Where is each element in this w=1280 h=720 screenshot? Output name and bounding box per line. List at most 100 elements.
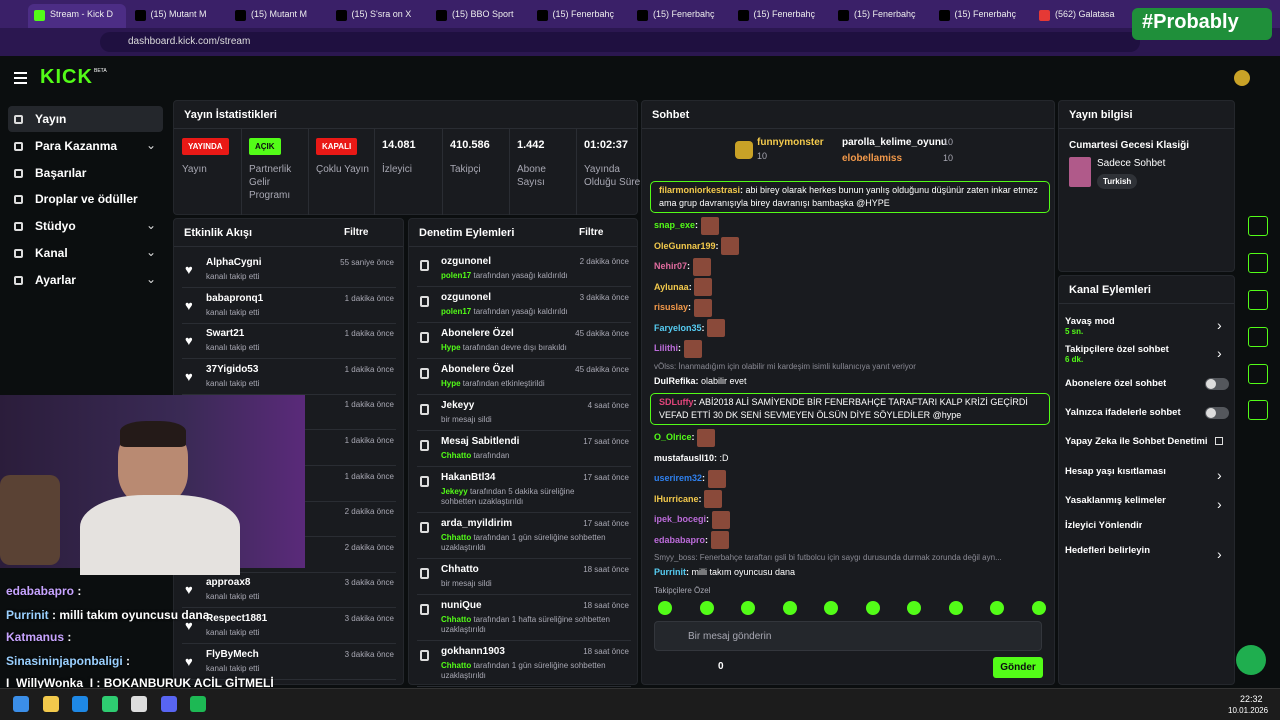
taskbar-app[interactable]: [42, 696, 59, 712]
browser-tab[interactable]: (562) Galatasa: [1033, 4, 1131, 28]
taskbar-app[interactable]: [13, 696, 29, 712]
browser-tab[interactable]: (15) Fenerbahç: [832, 4, 930, 28]
leader-name: funnymonster: [757, 137, 824, 148]
moderation-detail: Hype tarafından etkinleştirildi: [441, 379, 611, 389]
emote-button[interactable]: [699, 601, 714, 615]
channel-action[interactable]: Hesap yaşı kısıtlaması ›: [1065, 466, 1230, 490]
channel-action[interactable]: Takipçilere özel sohbet 6 dk. ›: [1065, 344, 1230, 368]
browser-tab[interactable]: (15) Fenerbahç: [732, 4, 830, 28]
browser-tab[interactable]: (15) BBO Sport: [430, 4, 528, 28]
rail-button[interactable]: [1248, 400, 1268, 421]
browser-tab[interactable]: (15) Fenerbahç: [531, 4, 629, 28]
action-label: Abonelere özel sohbet: [1065, 378, 1167, 389]
filter-button[interactable]: Filtre: [579, 227, 604, 238]
rail-button[interactable]: [1248, 437, 1268, 457]
nav-label: Ayarlar: [35, 272, 76, 287]
rail-button[interactable]: [1248, 363, 1268, 384]
channel-action[interactable]: Yasaklanmış kelimeler ›: [1065, 495, 1230, 519]
nav-item[interactable]: Stüdyo ⌄: [8, 213, 163, 239]
nav-item[interactable]: Kanal ⌄: [8, 240, 163, 266]
moderator: Chhatto: [441, 533, 472, 542]
taskbar-app[interactable]: [72, 696, 88, 712]
activity-action: kanalı takip etti: [206, 592, 260, 602]
emote-button[interactable]: [865, 601, 880, 615]
filter-button[interactable]: Filtre: [344, 227, 369, 238]
toggle[interactable]: [1205, 407, 1229, 419]
emote-button[interactable]: [948, 601, 963, 615]
emote-button[interactable]: [658, 601, 672, 615]
taskbar-app[interactable]: [160, 696, 177, 712]
moderation-row: Mesaj Sabitlendi 17 saat önce Chhatto tara…: [417, 431, 631, 467]
channel-action[interactable]: İzleyici Yönlendir: [1065, 520, 1230, 544]
menu-button[interactable]: [14, 72, 28, 84]
support-button[interactable]: [1236, 645, 1266, 675]
stat-label: Yayın: [182, 164, 207, 175]
moderation-text: tarafından devre dışı bırakıldı: [462, 343, 567, 352]
activity-action: kanalı takip etti: [206, 307, 260, 317]
colon: :: [702, 473, 708, 483]
channel-action[interactable]: Abonelere özel sohbet: [1065, 378, 1230, 402]
browser-tab[interactable]: Stream - Kick D: [28, 4, 126, 28]
toggle[interactable]: [1205, 378, 1229, 390]
moderator: polen17: [441, 307, 472, 316]
channel-action[interactable]: Yalnızca ifadelerle sohbet: [1065, 407, 1230, 431]
browser-tab[interactable]: (15) Fenerbahç: [631, 4, 729, 28]
channel-action[interactable]: Hedefleri belirleyin ›: [1065, 545, 1230, 569]
rail-button[interactable]: [1248, 106, 1268, 126]
send-button[interactable]: Gönder: [993, 657, 1043, 678]
moderation-row: ozgunonel 3 dakika önce polen17 tarafından…: [417, 287, 631, 323]
chat-input[interactable]: [654, 621, 1042, 651]
overlay-user: I_WillyWonka_I: [6, 676, 94, 690]
rail-button[interactable]: [1248, 180, 1268, 200]
leader-count: 10: [943, 153, 954, 163]
tab-icon: [436, 10, 447, 21]
colon: :: [678, 343, 684, 353]
taskbar-app[interactable]: [101, 696, 118, 712]
toggle-knob: [1206, 408, 1216, 418]
rail-button[interactable]: [1248, 290, 1268, 310]
nav-item[interactable]: Droplar ve ödüller: [8, 186, 163, 212]
browser-tab[interactable]: (15) Mutant M: [229, 4, 327, 28]
nav-icon: [14, 222, 23, 232]
taskbar-app[interactable]: [190, 696, 206, 712]
leader-count: 10: [943, 137, 954, 147]
emote-button[interactable]: [824, 601, 838, 615]
moderation-target: gokhann1903: [441, 646, 505, 657]
tab-title: (15) Fenerbahç: [854, 9, 916, 19]
moderation-row: ozgunonel 2 dakika önce polen17 tarafından…: [417, 251, 631, 287]
nav-item[interactable]: Para Kazanma ⌄: [8, 133, 163, 159]
moderation-list: ozgunonel 2 dakika önce polen17 tarafından…: [417, 251, 631, 687]
tab-icon: [34, 10, 45, 21]
input-placeholder: Bir mesaj gönderin: [688, 631, 772, 642]
rail-button[interactable]: [1248, 143, 1268, 163]
rail-button[interactable]: [1248, 216, 1268, 237]
kick-logo: KICK: [40, 66, 93, 88]
stat-label: Takipçi: [450, 164, 481, 175]
browser-tab[interactable]: (15) Mutant M: [129, 4, 227, 28]
browser-tab[interactable]: (15) Fenerbahç: [933, 4, 1031, 28]
colon: :: [93, 676, 104, 690]
channel-action[interactable]: Yapay Zeka ile Sohbet Denetimi: [1065, 436, 1230, 460]
moderation-target: Jekeyy: [441, 400, 475, 411]
rail-button[interactable]: [1248, 326, 1268, 347]
browser-tab[interactable]: (15) S'sra on X: [330, 4, 428, 28]
tab-title: (15) Fenerbahç: [552, 9, 615, 19]
taskbar-app[interactable]: [131, 696, 147, 712]
channel-action[interactable]: Yavaş mod 5 sn. ›: [1065, 316, 1230, 340]
moderation-row: nuniQue 18 saat önce Chhatto tarafından 1 …: [417, 595, 631, 641]
rail-button[interactable]: [1248, 253, 1268, 274]
emote-button[interactable]: [907, 601, 921, 615]
emote-button[interactable]: [990, 601, 1004, 615]
nav-item[interactable]: Ayarlar ⌄: [8, 267, 163, 293]
heart-icon: ♥: [185, 368, 193, 384]
nav-item[interactable]: Başarılar: [8, 160, 163, 186]
emote-button[interactable]: [1031, 601, 1046, 615]
activity-user: Swart21: [206, 328, 245, 340]
emote-button[interactable]: [782, 601, 797, 615]
activity-row: ♥ approax8 kanalı takip etti 3 dakika önce: [182, 573, 396, 609]
avatar[interactable]: [1234, 70, 1250, 86]
nav-item[interactable]: Yayın: [8, 106, 163, 132]
chat-user: lHurricane: [654, 493, 699, 504]
emote-button[interactable]: [741, 601, 755, 615]
